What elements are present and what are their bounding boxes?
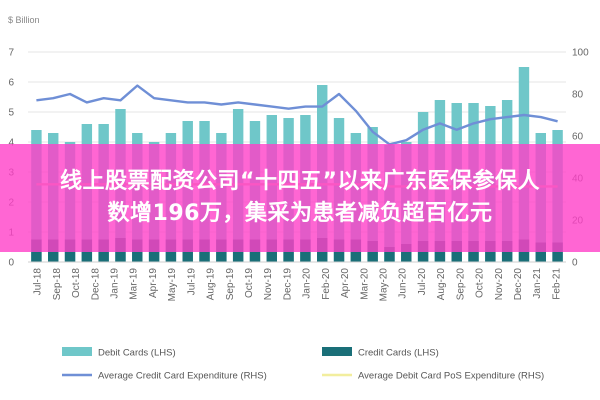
- right-tick-label: 0: [572, 258, 578, 269]
- x-tick-label: Aug-19: [206, 268, 217, 301]
- right-tick-label: 60: [572, 132, 584, 143]
- x-tick-label: Jan-19: [109, 268, 120, 299]
- x-tick-label: Jan-21: [532, 268, 543, 299]
- headline-line-2: 数增196万，集采为患者减负超百亿元: [107, 201, 493, 226]
- x-tick-label: May-20: [378, 268, 389, 302]
- x-tick-label: Mar-20: [359, 268, 370, 300]
- x-tick-label: Dec-18: [90, 268, 101, 301]
- left-tick-label: 0: [8, 258, 14, 269]
- credit-bar: [401, 244, 412, 262]
- x-tick-label: Oct-19: [244, 268, 255, 298]
- x-tick-label: Jul-18: [33, 268, 44, 296]
- legend-label: Debit Cards (LHS): [98, 348, 176, 359]
- x-tick-label: Aug-20: [436, 268, 447, 301]
- credit-expenditure-line: [36, 84, 558, 146]
- x-tick-label: Jul-19: [186, 268, 197, 296]
- headline-line-1: 线上股票配资公司“十四五”以来广东医保参保人: [60, 169, 540, 194]
- right-tick-label: 100: [572, 48, 589, 59]
- legend: Debit Cards (LHS) Credit Cards (LHS) Avera…: [62, 347, 544, 382]
- legend-label: Average Debit Card PoS Expenditure (RHS): [358, 371, 544, 382]
- credit-bar: [384, 247, 395, 262]
- credit-bar: [535, 242, 546, 262]
- x-tick-label: Feb-21: [551, 268, 562, 300]
- left-tick-label: 4: [8, 138, 14, 149]
- left-tick-label: 6: [8, 78, 14, 89]
- axes: 01234567020406080100Jul-18Sep-18Oct-18De…: [8, 48, 589, 302]
- x-tick-label: Nov-19: [263, 268, 274, 301]
- legend-swatch: [62, 347, 92, 356]
- x-tick-label: Oct-20: [475, 268, 486, 298]
- x-tick-label: Jul-20: [417, 268, 428, 296]
- x-tick-label: Nov-20: [494, 268, 505, 301]
- left-tick-label: 7: [8, 48, 14, 59]
- x-tick-label: Apr-19: [148, 268, 159, 298]
- x-tick-label: Oct-18: [71, 268, 82, 298]
- headline-banner: 线上股票配资公司“十四五”以来广东医保参保人 数增196万，集采为患者减负超百亿…: [0, 144, 600, 252]
- left-axis-unit-label: $ Billion: [8, 15, 40, 25]
- x-tick-label: Sep-18: [52, 268, 63, 301]
- x-tick-label: May-19: [167, 268, 178, 302]
- legend-label: Average Credit Card Expenditure (RHS): [98, 371, 267, 382]
- x-tick-label: Apr-20: [340, 268, 351, 298]
- x-tick-label: Dec-20: [513, 268, 524, 301]
- right-tick-label: 80: [572, 90, 584, 101]
- legend-swatch: [322, 347, 352, 356]
- x-tick-label: Jun-20: [398, 268, 409, 299]
- x-tick-label: Sep-20: [455, 268, 466, 301]
- left-tick-label: 5: [8, 108, 14, 119]
- x-tick-label: Feb-20: [321, 268, 332, 300]
- x-tick-label: Dec-19: [282, 268, 293, 301]
- credit-bar: [552, 242, 563, 262]
- legend-label: Credit Cards (LHS): [358, 348, 439, 359]
- x-tick-label: Jan-20: [302, 268, 313, 299]
- x-tick-label: Sep-19: [225, 268, 236, 301]
- x-tick-label: Mar-19: [129, 268, 140, 300]
